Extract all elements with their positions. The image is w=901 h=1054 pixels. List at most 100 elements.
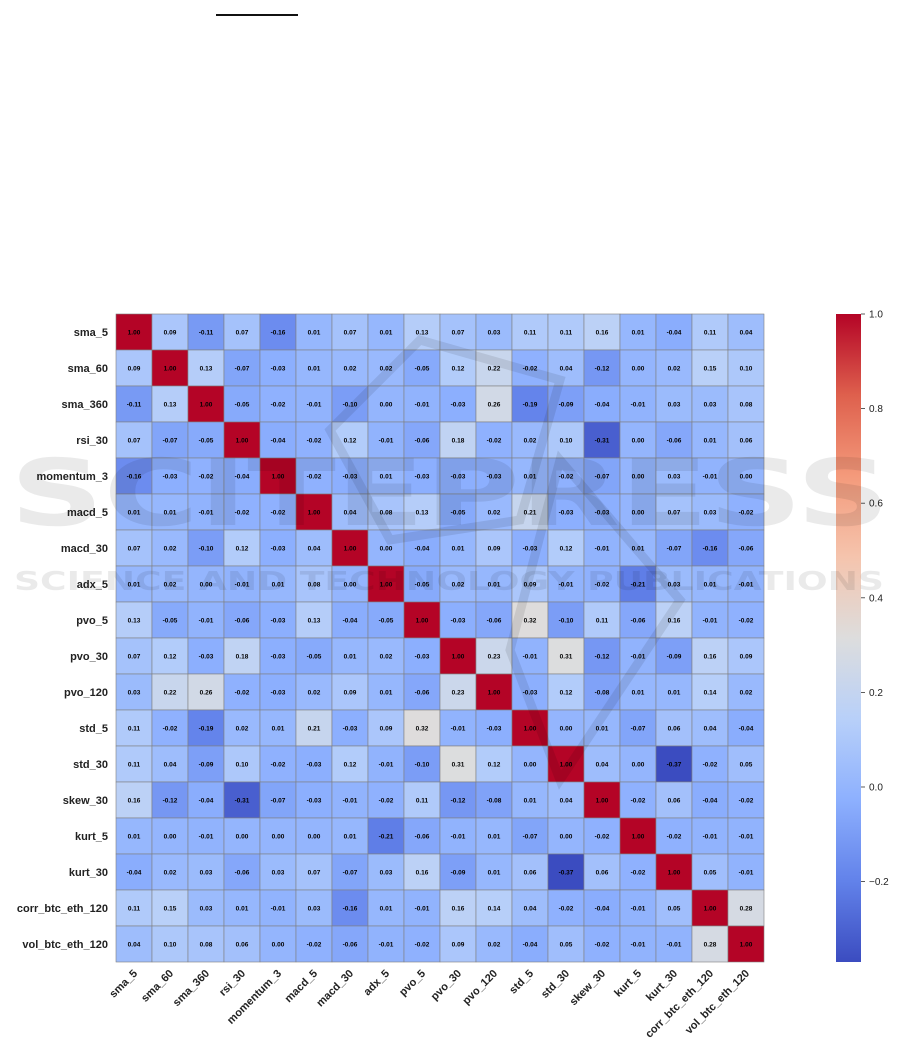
cell-value: -0.02 — [595, 833, 610, 840]
cell-value: 0.03 — [200, 869, 213, 876]
heatmap-cell — [187, 421, 225, 459]
heatmap-cell — [691, 925, 729, 963]
heatmap-cell — [619, 745, 657, 783]
cell-value: -0.01 — [199, 833, 214, 840]
colorbar-tick-label: 1.0 — [869, 310, 883, 321]
column-label: macd_30 — [314, 968, 356, 1010]
cell-value: -0.09 — [559, 401, 574, 408]
cell-value: 0.06 — [740, 437, 753, 444]
cell-value: 0.01 — [272, 581, 285, 588]
cell-value: 0.01 — [632, 329, 645, 336]
heatmap-cell — [151, 817, 189, 855]
cell-value: 0.01 — [488, 869, 501, 876]
heatmap-cell — [547, 889, 585, 927]
heatmap-cell — [331, 745, 369, 783]
cell-value: 0.01 — [344, 653, 357, 660]
heatmap-cell — [655, 637, 693, 675]
colorbar-tick-label: −0.2 — [869, 877, 889, 888]
cell-value: -0.03 — [307, 797, 322, 804]
row-label: macd_5 — [67, 507, 108, 519]
cell-value: 0.14 — [704, 689, 717, 696]
cell-value: -0.21 — [379, 833, 394, 840]
cell-value: -0.01 — [199, 509, 214, 516]
colorbar-gradient — [836, 314, 861, 962]
heatmap-cell — [439, 637, 477, 675]
cell-value: 0.28 — [704, 941, 717, 948]
cell-value: 0.01 — [632, 545, 645, 552]
cell-value: -0.05 — [451, 509, 466, 516]
heatmap-cell — [691, 385, 729, 423]
cell-value: -0.01 — [415, 401, 430, 408]
cell-value: -0.03 — [343, 725, 358, 732]
cell-value: -0.01 — [631, 653, 646, 660]
heatmap-cell — [511, 421, 549, 459]
heatmap-cell — [331, 889, 369, 927]
cell-value: 0.10 — [164, 941, 177, 948]
cell-value: 0.03 — [272, 869, 285, 876]
cell-value: 0.01 — [128, 581, 141, 588]
cell-value: 0.11 — [128, 905, 141, 912]
cell-value: -0.06 — [415, 437, 430, 444]
heatmap-cell — [295, 673, 333, 711]
cell-value: -0.02 — [703, 761, 718, 768]
cell-value: -0.06 — [235, 617, 250, 624]
cell-value: 0.12 — [344, 437, 357, 444]
row-labels: sma_5 sma_60 sma_360 rsi_30 momentum_3 macd_5… — [17, 327, 108, 951]
cell-value: 0.12 — [164, 653, 177, 660]
cell-value: 1.00 — [488, 689, 501, 696]
cell-value: -0.03 — [271, 689, 286, 696]
heatmap-cell — [439, 673, 477, 711]
cell-value: -0.01 — [451, 725, 466, 732]
cell-value: 0.03 — [668, 401, 681, 408]
cell-value: 0.01 — [596, 725, 609, 732]
cell-value: 0.02 — [668, 365, 681, 372]
heatmap-cell — [439, 925, 477, 963]
heatmap-cell — [331, 925, 369, 963]
cell-value: 0.01 — [380, 905, 393, 912]
cell-value: 0.03 — [308, 905, 321, 912]
heatmap-cell — [727, 601, 765, 639]
cell-value: 0.00 — [740, 473, 753, 480]
cell-value: -0.06 — [415, 833, 430, 840]
cell-value: 0.02 — [236, 725, 249, 732]
cell-value: 0.05 — [704, 869, 717, 876]
cell-value: 0.05 — [668, 905, 681, 912]
cell-value: -0.09 — [451, 869, 466, 876]
cell-value: 0.04 — [704, 725, 717, 732]
heatmap-cell — [295, 421, 333, 459]
cell-value: 0.18 — [452, 437, 465, 444]
heatmap-cell — [331, 673, 369, 711]
cell-value: -0.02 — [739, 797, 754, 804]
cell-value: -0.37 — [667, 761, 682, 768]
cell-value: 0.13 — [308, 617, 321, 624]
cell-value: 0.04 — [740, 329, 753, 336]
heatmap-cell — [403, 781, 441, 819]
cell-value: 1.00 — [416, 617, 429, 624]
heatmap-cell — [367, 313, 405, 351]
cell-value: 0.00 — [632, 509, 645, 516]
heatmap-cell — [403, 349, 441, 387]
cell-value: 0.01 — [452, 545, 465, 552]
colorbar-tick-label: 0.8 — [869, 404, 883, 415]
heatmap-cell — [367, 781, 405, 819]
cell-value: -0.03 — [487, 725, 502, 732]
cell-value: 0.02 — [740, 689, 753, 696]
cell-value: 1.00 — [380, 581, 393, 588]
cell-value: 1.00 — [524, 725, 537, 732]
cell-value: 0.06 — [524, 869, 537, 876]
cell-value: -0.01 — [631, 401, 646, 408]
heatmap-cell — [367, 493, 405, 531]
heatmap-cell — [727, 745, 765, 783]
cell-value: 0.00 — [524, 761, 537, 768]
heatmap-cell — [619, 637, 657, 675]
heatmap-cell — [475, 925, 513, 963]
heatmap-cell — [259, 781, 297, 819]
heatmap-cell — [259, 925, 297, 963]
cell-value: 0.03 — [704, 401, 717, 408]
heatmap-cell — [187, 349, 225, 387]
heatmap-cell — [403, 313, 441, 351]
cell-value: 0.00 — [200, 581, 213, 588]
cell-value: 0.00 — [236, 833, 249, 840]
